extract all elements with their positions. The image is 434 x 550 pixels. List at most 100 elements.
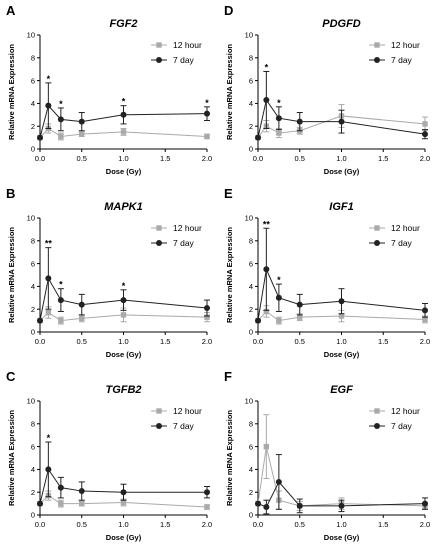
y-axis-label: Relative mRNA Expression: [225, 44, 234, 140]
significance-marker: *: [205, 98, 209, 108]
data-point: [45, 309, 52, 316]
chart-title: MAPK1: [104, 201, 143, 213]
data-point: [45, 466, 52, 473]
y-tick-label: 10: [27, 214, 35, 223]
y-axis-label: Relative mRNA Expression: [225, 227, 234, 323]
x-tick-label: 1.0: [118, 520, 128, 529]
chart-panel: E IGF1 0 2 4 6 8 10 0.0 0.5 1.0 1.5 2.0 Dose (Gy) Rela…: [224, 186, 430, 359]
y-tick-label: 8: [249, 54, 253, 63]
data-point: [275, 478, 282, 485]
legend-label: 7 day: [173, 421, 195, 431]
panel-label: C: [6, 369, 16, 384]
data-point: [422, 316, 428, 323]
y-tick-label: 4: [31, 465, 35, 474]
data-point: [120, 297, 127, 304]
series-line: [39, 277, 208, 321]
x-tick-label: 1.0: [336, 337, 346, 346]
chart-panel: A FGF2 0 2 4 6 8 10 0.0 0.5 1.0 1.5 2.0 Dose (Gy) Rela…: [6, 3, 212, 176]
x-tick-label: 1.5: [378, 520, 388, 529]
panel-label: A: [6, 3, 16, 18]
legend-marker: [374, 408, 380, 414]
legend-marker: [374, 423, 380, 429]
data-point: [204, 133, 210, 140]
x-tick-label: 1.5: [160, 154, 170, 163]
y-tick-label: 10: [245, 31, 253, 40]
x-axis-label: Dose (Gy): [324, 167, 360, 176]
significance-marker: *: [59, 280, 63, 290]
x-tick-label: 0.5: [77, 337, 87, 346]
data-point: [79, 315, 85, 322]
legend-marker: [156, 240, 162, 246]
y-axis-label: Relative mRNA Expression: [7, 227, 16, 323]
data-point: [37, 317, 43, 324]
data-point: [204, 489, 210, 496]
y-tick-label: 0: [249, 328, 253, 337]
x-tick-label: 2.0: [202, 520, 212, 529]
data-point: [263, 504, 270, 511]
y-tick-label: 4: [31, 282, 35, 291]
y-tick-label: 6: [249, 76, 253, 85]
panel-label: D: [224, 3, 233, 18]
y-tick-label: 0: [31, 145, 35, 154]
legend-label: 12 hour: [391, 406, 420, 416]
data-point: [120, 129, 127, 135]
data-point: [296, 301, 303, 308]
legend-label: 12 hour: [173, 223, 202, 233]
data-point: [58, 500, 64, 507]
data-point: [338, 118, 345, 125]
significance-marker: *: [47, 74, 51, 84]
y-tick-label: 6: [31, 76, 35, 85]
y-tick-label: 10: [27, 397, 35, 406]
legend-label: 7 day: [391, 55, 413, 65]
x-tick-label: 1.5: [378, 154, 388, 163]
chart-title: IGF1: [329, 201, 353, 213]
significance-marker: *: [122, 281, 126, 291]
data-point: [120, 312, 127, 318]
data-point: [120, 111, 127, 118]
data-point: [276, 317, 282, 324]
y-tick-label: 8: [31, 54, 35, 63]
legend-marker: [156, 42, 162, 48]
legend-label: 12 hour: [391, 223, 420, 233]
data-point: [422, 307, 428, 314]
legend-label: 12 hour: [173, 40, 202, 50]
data-point: [45, 102, 52, 109]
x-tick-label: 2.0: [420, 154, 430, 163]
x-tick-label: 0.0: [35, 337, 45, 346]
legend-marker: [156, 225, 162, 231]
y-tick-label: 2: [31, 122, 35, 131]
y-tick-label: 2: [31, 305, 35, 314]
legend-marker: [374, 240, 380, 246]
chart-title: TGFB2: [105, 384, 141, 396]
data-point: [57, 484, 64, 491]
x-tick-label: 0.5: [77, 154, 87, 163]
legend-label: 7 day: [173, 55, 195, 65]
data-point: [263, 266, 270, 273]
x-tick-label: 0.0: [253, 337, 263, 346]
x-tick-label: 0.5: [77, 520, 87, 529]
y-axis-label: Relative mRNA Expression: [7, 410, 16, 506]
chart-panel: B MAPK1 0 2 4 6 8 10 0.0 0.5 1.0 1.5 2.0 Dose (Gy) Rel…: [6, 186, 212, 359]
data-point: [204, 504, 210, 510]
x-tick-label: 1.5: [378, 337, 388, 346]
x-axis-label: Dose (Gy): [106, 350, 142, 359]
y-tick-label: 4: [249, 99, 253, 108]
legend-marker: [374, 57, 380, 63]
chart-panel: C TGFB2 0 2 4 6 8 10 0.0 0.5 1.0 1.5 2.0 Dose (Gy) Rel…: [6, 369, 212, 542]
legend-label: 7 day: [391, 421, 413, 431]
data-point: [79, 131, 85, 137]
series-line: [39, 468, 207, 504]
y-axis-label: Relative mRNA Expression: [225, 410, 234, 506]
data-point: [276, 130, 282, 136]
data-point: [263, 96, 270, 103]
data-point: [204, 314, 210, 320]
legend-marker: [156, 423, 162, 429]
data-point: [255, 317, 261, 324]
data-point: [338, 502, 345, 509]
series-line: [257, 267, 426, 321]
data-point: [263, 443, 270, 450]
data-point: [422, 500, 428, 507]
x-tick-label: 1.0: [336, 520, 346, 529]
data-point: [79, 500, 85, 507]
chart-title: PDGFD: [322, 18, 361, 30]
